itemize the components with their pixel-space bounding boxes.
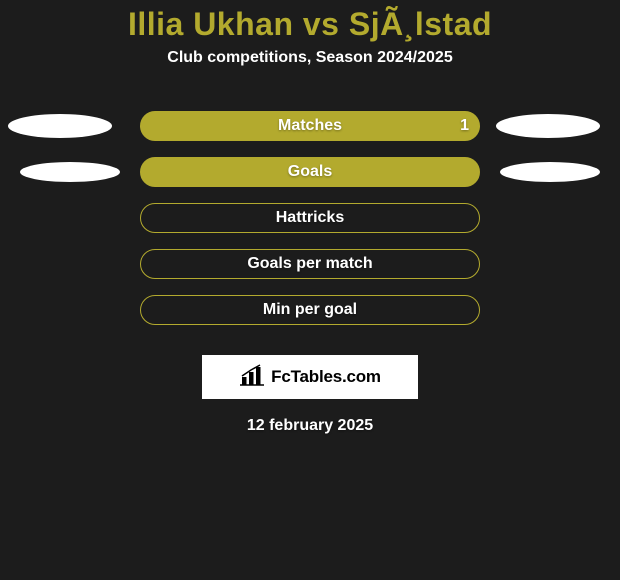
page-title: Illia Ukhan vs SjÃ¸lstad bbox=[0, 0, 620, 43]
stat-row: Hattricks bbox=[0, 195, 620, 241]
stat-row: Matches 1 bbox=[0, 103, 620, 149]
stat-label: Matches bbox=[278, 117, 342, 135]
logo-text: FcTables.com bbox=[271, 367, 381, 387]
stat-bar: Matches 1 bbox=[140, 111, 480, 141]
stat-value: 1 bbox=[460, 117, 469, 135]
stat-row: Goals bbox=[0, 149, 620, 195]
bar-chart-icon bbox=[239, 364, 265, 391]
stat-label: Min per goal bbox=[263, 301, 357, 319]
stat-label: Goals bbox=[288, 163, 332, 181]
stat-label: Hattricks bbox=[276, 209, 344, 227]
left-ellipse bbox=[20, 162, 120, 182]
stat-label: Goals per match bbox=[247, 255, 372, 273]
date-text: 12 february 2025 bbox=[0, 417, 620, 435]
stat-row: Min per goal bbox=[0, 287, 620, 333]
stat-bar: Min per goal bbox=[140, 295, 480, 325]
stat-bar: Goals per match bbox=[140, 249, 480, 279]
right-ellipse bbox=[496, 114, 600, 138]
logo-box: FcTables.com bbox=[202, 355, 418, 399]
stat-row: Goals per match bbox=[0, 241, 620, 287]
right-ellipse bbox=[500, 162, 600, 182]
subtitle: Club competitions, Season 2024/2025 bbox=[0, 49, 620, 67]
stat-bar: Hattricks bbox=[140, 203, 480, 233]
left-ellipse bbox=[8, 114, 112, 138]
stat-bar: Goals bbox=[140, 157, 480, 187]
stat-rows: Matches 1 Goals Hattricks Goals per match Min… bbox=[0, 103, 620, 333]
